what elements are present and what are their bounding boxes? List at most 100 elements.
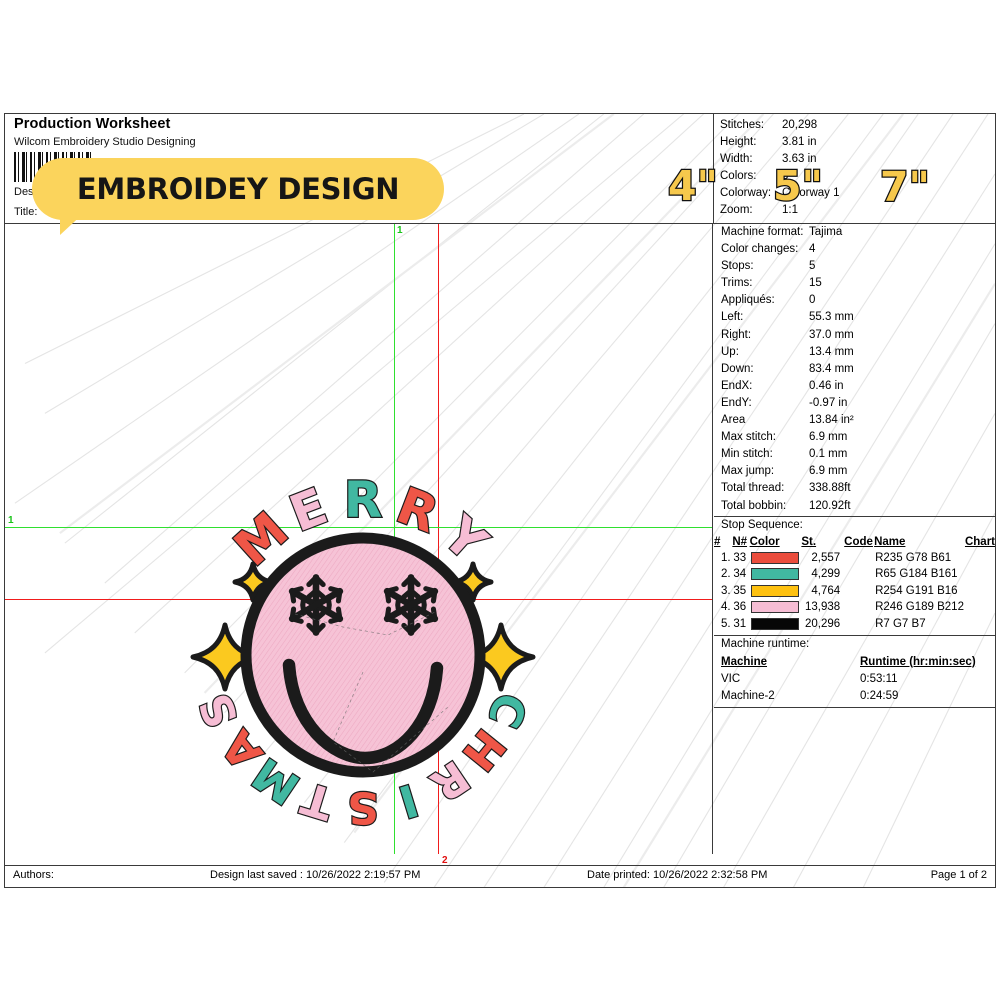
- stop-index: 4.: [721, 601, 731, 614]
- runtime-table-header: Machine Runtime (hr:min:sec): [714, 653, 995, 670]
- col-index: #: [714, 535, 721, 548]
- info-key: Right:: [721, 328, 752, 341]
- production-worksheet-sheet: Production Worksheet Wilcom Embroidery S…: [4, 113, 996, 888]
- inch-overlay-7: 7": [879, 162, 931, 213]
- page-title: Production Worksheet: [14, 116, 171, 132]
- summary-value: 20,298: [782, 119, 818, 131]
- divider: [714, 515, 995, 517]
- stop-chart: [965, 616, 995, 633]
- summary-value: 3.63 in: [782, 153, 817, 165]
- summary-row-colorway: Colorway: Colorway 1: [720, 185, 995, 202]
- col-code: Code: [844, 535, 873, 548]
- color-swatch-cell: [750, 616, 802, 633]
- info-value: 37.0 mm: [809, 328, 854, 341]
- summary-value: 5: [782, 170, 789, 182]
- stop-code: [844, 583, 874, 600]
- summary-value: Colorway 1: [782, 187, 840, 199]
- christmas-letter: I: [392, 772, 425, 828]
- col-color: Color: [749, 535, 780, 548]
- summary-key: Width:: [720, 153, 753, 165]
- info-key: Down:: [721, 362, 754, 375]
- guide-horizontal-green: [5, 527, 712, 528]
- stop-index: 2.: [721, 568, 731, 581]
- stop-name: R254 G191 B16: [875, 584, 958, 597]
- info-row: Up: 13.4 mm: [714, 344, 995, 361]
- stop-stitches: 13,938: [804, 601, 841, 614]
- smile-icon: [282, 658, 444, 765]
- color-swatch: [750, 601, 799, 614]
- stop-needle: 31: [733, 617, 747, 630]
- summary-key: Colorway:: [720, 187, 772, 199]
- runtime-time: 0:53:11: [860, 672, 898, 685]
- info-row: Right: 37.0 mm: [714, 327, 995, 344]
- col-machine: Machine: [721, 655, 768, 668]
- callout-text: EMBROIDEY DESIGN: [76, 172, 400, 206]
- stop-code: [844, 566, 874, 583]
- info-key: Trims:: [721, 277, 753, 290]
- stop-code: [844, 599, 874, 616]
- color-swatch: [750, 617, 799, 630]
- info-value: 6.9 mm: [809, 431, 848, 444]
- table-row[interactable]: 5. 31 20,296 R7 G7 B7: [714, 616, 995, 633]
- color-swatch-cell: [750, 599, 802, 616]
- info-value: 0.1 mm: [809, 448, 848, 461]
- info-value: 55.3 mm: [809, 311, 854, 324]
- info-value: 15: [809, 277, 822, 290]
- footer-last-saved: Design last saved : 10/26/2022 2:19:57 P…: [210, 869, 421, 881]
- summary-key: Zoom:: [720, 204, 753, 216]
- info-key: Area: [721, 414, 746, 427]
- info-key: Max stitch:: [721, 431, 776, 444]
- info-row: Trims: 15: [714, 275, 995, 292]
- stop-stitches: 2,557: [811, 551, 841, 564]
- table-row: VIC 0:53:11: [714, 670, 995, 687]
- info-row: Left: 55.3 mm: [714, 309, 995, 326]
- info-row: Max stitch: 6.9 mm: [714, 429, 995, 446]
- guide-label-left: 1: [8, 515, 14, 526]
- info-key: Max jump:: [721, 465, 775, 478]
- stop-code: [844, 616, 874, 633]
- worksheet-footer: Authors: Design last saved : 10/26/2022 …: [5, 865, 995, 887]
- info-key: EndY:: [721, 396, 752, 409]
- page-subtitle: Wilcom Embroidery Studio Designing: [14, 136, 196, 148]
- summary-row-width: Width: 3.63 in: [720, 151, 995, 168]
- info-row: EndY: -0.97 in: [714, 395, 995, 412]
- summary-row-zoom: Zoom: 1:1: [720, 202, 995, 219]
- info-key: Appliqués:: [721, 294, 775, 307]
- footer-date-printed: Date printed: 10/26/2022 2:32:58 PM: [587, 869, 768, 881]
- info-row: Machine format: Tajima: [714, 224, 995, 241]
- info-value: 0.46 in: [809, 379, 844, 392]
- guide-label-bottom: 2: [442, 855, 448, 866]
- info-value: 5: [809, 260, 816, 273]
- stop-needle: 35: [733, 584, 747, 597]
- stop-chart: [965, 583, 995, 600]
- summary-row-height: Height: 3.81 in: [720, 134, 995, 151]
- table-row[interactable]: 3. 35 4,764 R254 G191 B16: [714, 583, 995, 600]
- info-key: Color changes:: [721, 243, 799, 256]
- stop-needle: 33: [733, 551, 747, 564]
- design-canvas[interactable]: 1 1: [5, 224, 713, 854]
- runtime-machine: VIC: [721, 672, 741, 685]
- summary-value: 3.81 in: [782, 136, 817, 148]
- info-value: 13.4 mm: [809, 345, 854, 358]
- info-value: 120.92ft: [809, 499, 851, 512]
- stop-stitches: 4,299: [811, 568, 841, 581]
- color-swatch: [750, 584, 799, 597]
- info-row: Total bobbin: 120.92ft: [714, 498, 995, 515]
- runtime-machine: Machine-2: [721, 689, 775, 702]
- col-stitches: St.: [801, 535, 817, 548]
- info-key: Total thread:: [721, 482, 785, 495]
- table-row[interactable]: 2. 34 4,299 R65 G184 B161: [714, 566, 995, 583]
- info-value: 83.4 mm: [809, 362, 854, 375]
- table-row[interactable]: 4. 36 13,938 R246 G189 B212: [714, 599, 995, 616]
- info-value: 0: [809, 294, 816, 307]
- summary-key: Colors:: [720, 170, 757, 182]
- summary-key: Height:: [720, 136, 757, 148]
- color-swatch-cell: [750, 550, 802, 567]
- table-row[interactable]: 1. 33 2,557 R235 G78 B61: [714, 550, 995, 567]
- info-value: 338.88ft: [809, 482, 851, 495]
- stop-name: R246 G189 B212: [875, 601, 964, 614]
- machine-runtime-table: Machine Runtime (hr:min:sec) VIC 0:53:11 M…: [714, 653, 995, 704]
